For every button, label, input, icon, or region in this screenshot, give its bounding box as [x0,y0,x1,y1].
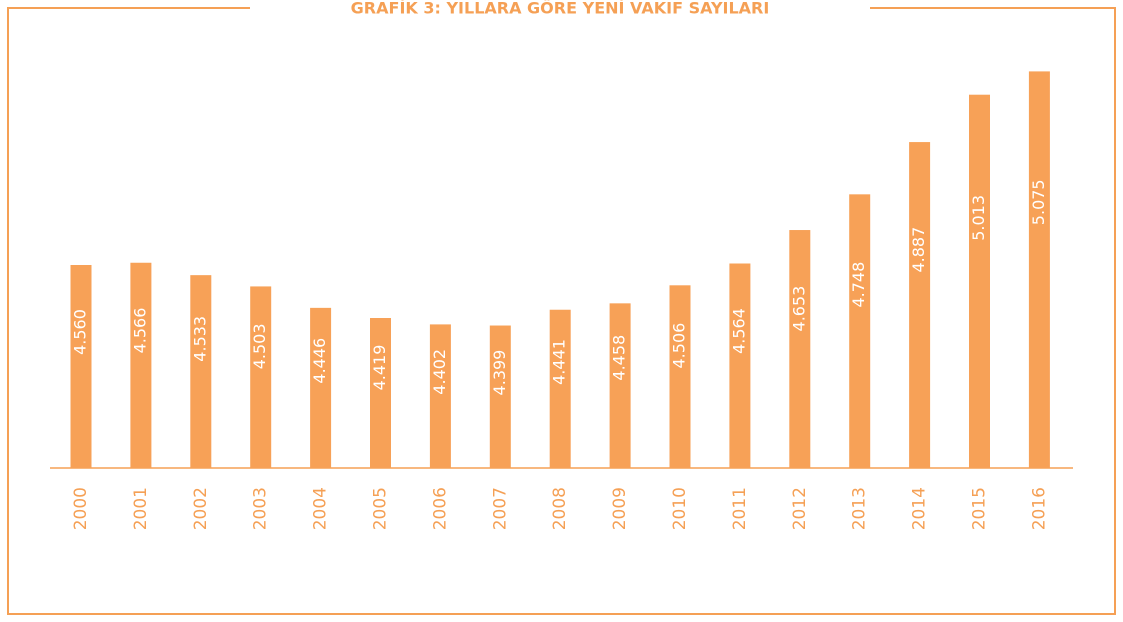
value-label: 4.566 [130,308,149,354]
x-tick-label: 2013 [850,487,870,530]
x-tick-label: 2003 [251,487,271,530]
value-label: 4.458 [610,335,629,381]
bar [1028,71,1050,469]
bar [609,303,631,468]
bar [190,275,212,468]
x-tick-label: 2007 [490,487,510,530]
title-gap [250,0,870,18]
value-label: 4.399 [490,350,509,396]
bar [669,285,691,468]
bar [250,286,272,468]
bar [429,324,451,468]
bar [70,265,92,468]
bar [729,263,751,468]
value-label: 4.748 [849,262,868,308]
value-label: 4.402 [430,349,449,395]
x-tick-label: 2010 [670,487,690,530]
x-tick-label: 2014 [910,487,930,530]
value-label: 4.503 [250,323,269,369]
bar [370,318,391,468]
value-label: 4.441 [550,339,569,385]
x-tick-label: 2004 [311,487,331,530]
value-label: 4.506 [670,323,689,369]
value-label: 5.075 [1029,179,1048,225]
bar [549,309,571,468]
x-tick-label: 2008 [550,487,570,530]
value-label: 4.560 [71,309,90,355]
x-tick-label: 2006 [430,487,450,530]
x-tick-label: 2015 [970,487,990,530]
bar [130,262,152,468]
x-tick-label: 2000 [71,487,91,530]
x-tick-label: 2005 [371,487,391,530]
value-label: 5.013 [969,195,988,241]
bar [489,325,511,468]
x-tick-label: 2016 [1029,487,1049,530]
bar [789,230,811,468]
value-label: 4.533 [190,316,209,362]
chart-title: GRAFİK 3: YILLARA GÖRE YENİ VAKIF SAYILA… [351,0,770,18]
x-tick-label: 2011 [730,487,750,530]
x-tick-label: 2012 [790,487,810,530]
value-label: 4.887 [909,227,928,273]
bar [909,142,931,469]
x-tick-label: 2002 [191,487,211,530]
value-label: 4.446 [310,338,329,384]
value-label: 4.653 [789,286,808,332]
value-label: 4.564 [729,308,748,354]
bar [310,307,332,468]
x-tick-label: 2009 [610,487,630,530]
bar [849,194,871,468]
bar [969,94,990,468]
x-tick-label: 2001 [131,487,151,530]
value-label: 4.419 [370,345,389,391]
